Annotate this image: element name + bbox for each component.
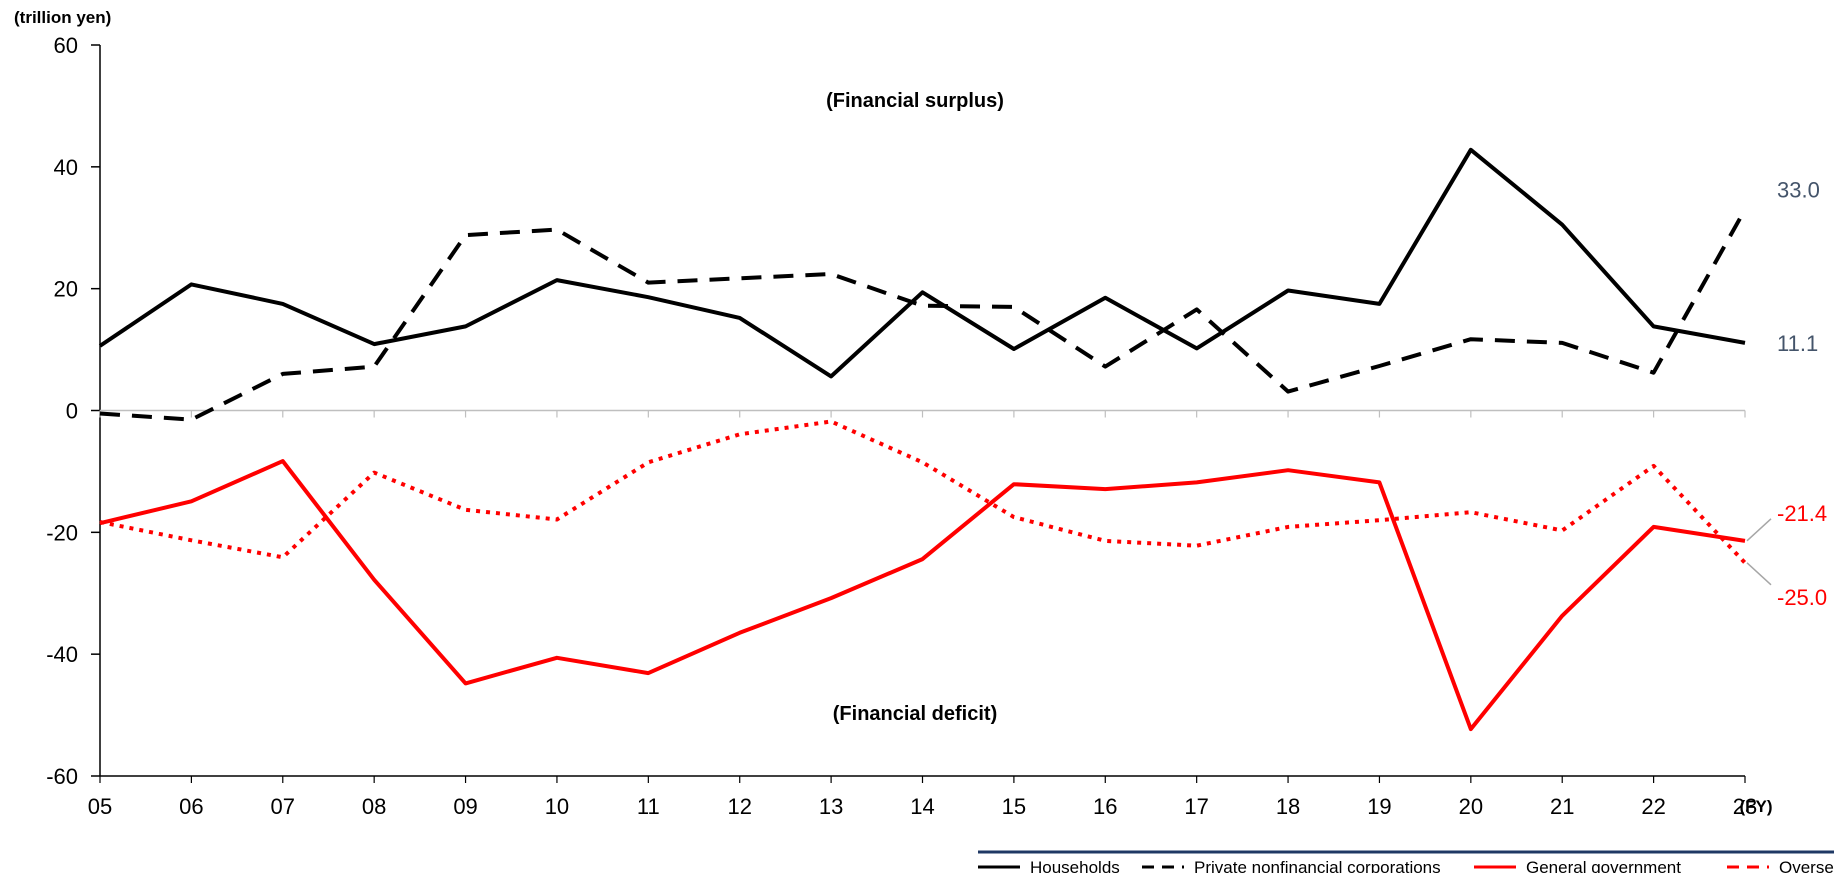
y-tick-label: 40 xyxy=(54,155,78,180)
series-line-1 xyxy=(99,208,1747,422)
end-value-label: -25.0 xyxy=(1777,585,1827,610)
financial-surplus-annotation: (Financial surplus) xyxy=(826,90,1004,112)
y-tick-label: -40 xyxy=(46,642,78,667)
y-tick-label: 0 xyxy=(66,399,78,424)
series-line-0 xyxy=(98,147,1746,379)
financial-deficit-annotation: (Financial deficit) xyxy=(833,703,997,725)
x-tick-label: 13 xyxy=(819,794,843,819)
end-label-leader xyxy=(1746,562,1772,586)
end-value-label: 11.1 xyxy=(1777,331,1818,356)
x-tick-label: 05 xyxy=(88,794,112,819)
y-tick-label: -60 xyxy=(46,764,78,789)
x-tick-label: 14 xyxy=(910,794,934,819)
x-tick-label: 22 xyxy=(1641,794,1665,819)
end-label-leader xyxy=(1746,518,1772,542)
x-axis-unit-label: (FY) xyxy=(1739,797,1772,816)
x-tick-label: 09 xyxy=(453,794,477,819)
x-tick-label: 08 xyxy=(362,794,386,819)
x-tick-label: 17 xyxy=(1184,794,1208,819)
x-tick-label: 12 xyxy=(727,794,751,819)
x-tick-label: 11 xyxy=(637,794,660,819)
x-tick-label: 19 xyxy=(1367,794,1391,819)
series-group xyxy=(98,147,1747,732)
x-tick-label: 15 xyxy=(1002,794,1026,819)
y-tick-label: 20 xyxy=(54,277,78,302)
end-labels: 11.1 33.0 -21.4 -25.0 xyxy=(1746,177,1827,610)
legend-label: Overseas xyxy=(1779,858,1834,873)
y-tick-label: 60 xyxy=(54,33,78,58)
x-tick-label: 07 xyxy=(271,794,295,819)
y-axis-unit-label: (trillion yen) xyxy=(14,8,111,27)
x-tick-label: 21 xyxy=(1550,794,1574,819)
end-value-label: -21.4 xyxy=(1777,501,1827,526)
series-line-3 xyxy=(99,419,1747,565)
x-tick-label: 20 xyxy=(1459,794,1483,819)
x-tick-label: 10 xyxy=(545,794,569,819)
x-tick-label: 23 xyxy=(1733,794,1757,819)
end-value-label: 33.0 xyxy=(1777,177,1820,202)
legend-label: General government xyxy=(1526,858,1681,873)
y-tick-label: -20 xyxy=(46,520,78,545)
axes: 60 40 20 0 -20 -40 -60 05 06 07 08 09 10 11 12 13 14 15 16… xyxy=(46,33,1757,819)
series-line-2 xyxy=(99,459,1746,732)
legend: Households Private nonfinancial corporati… xyxy=(978,850,1834,877)
x-tick-label: 16 xyxy=(1093,794,1117,819)
legend-label: Private nonfinancial corporations xyxy=(1194,858,1441,873)
legend-label: Households xyxy=(1030,858,1120,873)
x-tick-label: 06 xyxy=(179,794,203,819)
x-tick-label: 18 xyxy=(1276,794,1300,819)
